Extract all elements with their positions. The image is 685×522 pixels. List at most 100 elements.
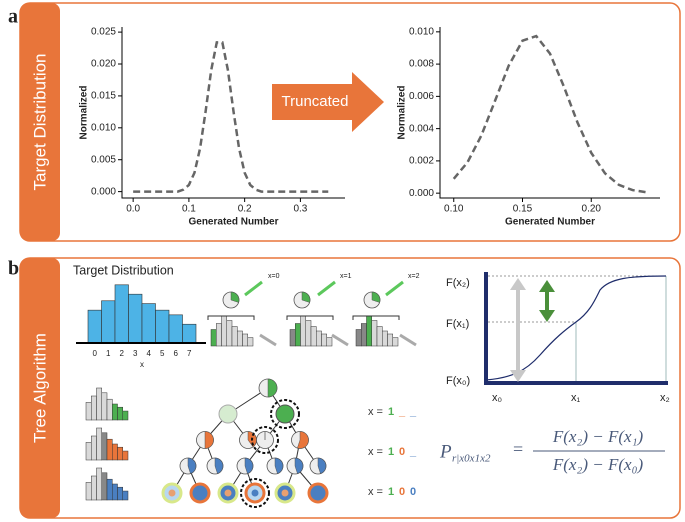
y-tick-label: 0.000 — [409, 188, 434, 199]
mini-bar — [112, 443, 118, 461]
bracket — [352, 315, 400, 320]
node-wedge — [294, 457, 304, 474]
x-tick-label: 6 — [174, 349, 179, 358]
mini-bar — [326, 337, 333, 347]
y-axis-label: Normalized — [397, 86, 408, 140]
y-tick-label: 0.006 — [409, 91, 434, 102]
mini-bar — [106, 478, 113, 501]
x-tick-label: 0.20 — [582, 204, 602, 215]
x-tick-label: 5 — [160, 349, 165, 358]
branch-label: x=0 — [268, 273, 280, 280]
mini-bar — [85, 402, 92, 421]
node-wedge — [301, 291, 311, 303]
mini-bar — [112, 483, 118, 501]
node-wedge — [214, 457, 224, 474]
mini-bar — [122, 490, 129, 501]
mini-bar — [101, 392, 108, 421]
mini-bar — [117, 486, 123, 501]
formula-subscript: r|x0x1x2 — [452, 453, 491, 465]
y-tick-label: 0.002 — [409, 156, 434, 167]
arrow-head — [539, 280, 555, 292]
mini-bar — [361, 323, 367, 347]
cdf-axes — [484, 272, 668, 385]
leaf-dot — [251, 489, 259, 497]
mini-bar — [210, 329, 217, 347]
cdf-plot: F(x₂) F(x₁) F(x₀) x₀ x₁ x₂ — [446, 272, 670, 404]
mini-bar — [355, 329, 362, 347]
cdf-y-label: F(x₁) — [446, 318, 469, 330]
node-wedge — [274, 457, 284, 474]
bar — [141, 303, 156, 344]
result-token: x = — [368, 446, 383, 458]
mini-bar — [91, 475, 97, 501]
leaf-dot — [196, 489, 204, 497]
mini-bar — [91, 435, 97, 461]
formula-equals: = — [513, 439, 523, 459]
node — [218, 404, 238, 424]
arrow-label: Truncated — [282, 93, 349, 110]
node-wedge — [230, 291, 240, 303]
mini-bar — [106, 438, 113, 461]
leaf-dot — [314, 489, 322, 497]
node-wedge — [371, 291, 381, 303]
cdf-y-label: F(x₂) — [446, 277, 470, 289]
mini-bar — [387, 333, 393, 347]
y-tick-label: 0.020 — [91, 59, 116, 70]
gray-arrow — [399, 333, 417, 347]
mini-bar — [101, 472, 108, 501]
formula-numerator: F(x₂) − F(x₁) — [552, 427, 644, 446]
mini-bar — [117, 406, 123, 421]
bar — [168, 314, 183, 344]
mini-bar — [122, 410, 129, 421]
x-tick-label: 0.2 — [238, 204, 252, 215]
mini-bar — [289, 329, 296, 347]
x-tick-label: 1 — [106, 349, 111, 358]
bar — [101, 300, 116, 344]
mini-bar — [366, 315, 372, 347]
result-token: 0 — [399, 486, 405, 498]
x-tick-label: 2 — [120, 349, 125, 358]
bracket — [207, 315, 255, 320]
leaf-dot — [168, 489, 176, 497]
axes — [121, 27, 345, 199]
mini-bar — [226, 320, 233, 347]
y-tick-label: 0.025 — [91, 27, 116, 38]
x-tick-label: 7 — [187, 349, 192, 358]
mini-bar — [382, 330, 388, 347]
x-tick-label: 0.0 — [126, 204, 140, 215]
node-wedge — [297, 431, 309, 449]
selection-ring — [270, 399, 300, 429]
node-wedge — [204, 431, 214, 449]
result-token: _ — [409, 406, 417, 418]
mini-bar — [376, 326, 383, 347]
mini-bar — [85, 482, 92, 501]
x-axis-label: x — [140, 360, 144, 369]
y-tick-label: 0.005 — [91, 154, 116, 165]
y-tick-label: 0.008 — [409, 59, 434, 70]
sidebar-label: Tree Algorithm — [30, 333, 49, 443]
result-token: _ — [409, 446, 417, 458]
formula: P r|x0x1x2 = F(x₂) − F(x₁) F(x₂) − F(x₀) — [439, 427, 665, 474]
mini-bar — [231, 326, 238, 347]
mini-bar — [237, 330, 243, 347]
mini-bar — [112, 403, 118, 421]
mini-bar — [305, 320, 312, 347]
mini-bar — [295, 323, 301, 347]
mini-bar — [242, 333, 248, 347]
result-token: 1 — [388, 406, 394, 418]
formula-denominator: F(x₂) − F(x₀) — [552, 455, 644, 474]
mini-bar — [392, 337, 399, 347]
mini-bar — [371, 320, 378, 347]
mini-bar — [91, 395, 97, 421]
cdf-x-label: x₂ — [660, 392, 670, 404]
data-line — [133, 41, 329, 193]
mini-bar — [122, 450, 129, 461]
y-tick-label: 0.000 — [91, 186, 116, 197]
gray-arrow — [259, 333, 277, 347]
cdf-x-label: x₀ — [492, 392, 502, 404]
mini-bar — [316, 330, 322, 347]
bar — [128, 293, 143, 344]
mini-bar — [300, 315, 306, 347]
mini-bar — [321, 333, 327, 347]
selection-ring — [251, 426, 279, 454]
